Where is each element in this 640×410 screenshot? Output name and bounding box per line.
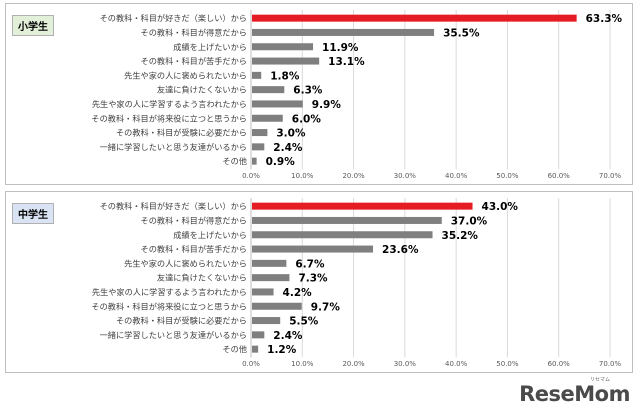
- elementary-bar: [252, 100, 303, 108]
- elementary-category-label: その教科・科目が得意だから: [141, 27, 247, 37]
- junior-high-bar: [252, 259, 287, 267]
- elementary-value-label: 0.9%: [266, 156, 296, 168]
- elementary-tick-label: 20.0%: [342, 172, 365, 180]
- logo-subtext: リセマム: [589, 377, 610, 383]
- elementary-category-label: 一緒に学習したいと思う友達がいるから: [100, 142, 247, 152]
- elementary-bar: [252, 28, 435, 36]
- junior-high-value-label: 23.6%: [382, 244, 419, 256]
- junior-high-tick-label: 70.0%: [599, 360, 622, 368]
- junior-high-bar: [252, 245, 374, 253]
- junior-high-value-label: 35.2%: [442, 230, 479, 242]
- elementary-category-label: その教科・科目が将来役に立つと思うから: [91, 113, 247, 123]
- junior-high-category-label: その教科・科目が得意だから: [141, 215, 247, 225]
- junior-high-category-label: その教科・科目が苦手だから: [141, 244, 247, 254]
- junior-high-tick-label: 40.0%: [445, 360, 468, 368]
- elementary-value-label: 6.0%: [292, 113, 322, 125]
- junior-high-value-label: 1.2%: [267, 344, 297, 356]
- elementary-value-label: 2.4%: [273, 142, 303, 154]
- elementary-category-label: 先生や家の人に褒められたいから: [124, 70, 247, 80]
- bar-chart-junior-high: その教科・科目が好きだ（楽しい）から 43.0% その教科・科目が得意だから 37.0…: [91, 198, 622, 368]
- junior-high-category-label: 成績を上げたいから: [173, 230, 247, 240]
- elementary-tick-label: 0.0%: [242, 172, 260, 180]
- junior-high-bar: [252, 302, 302, 310]
- elementary-value-label: 9.9%: [312, 99, 342, 111]
- junior-high-category-label: その教科・科目が将来役に立つと思うから: [91, 301, 247, 311]
- elementary-value-label: 63.3%: [586, 13, 623, 25]
- elementary-tick-label: 50.0%: [496, 172, 519, 180]
- bar-chart-elementary: その教科・科目が好きだ（楽しい）から 63.3% その教科・科目が得意だから 35.5…: [91, 10, 623, 180]
- junior-high-value-label: 4.2%: [283, 287, 313, 299]
- elementary-bar: [252, 57, 320, 65]
- junior-high-bar: [252, 274, 290, 282]
- junior-high-value-label: 37.0%: [451, 215, 488, 227]
- junior-high-tick-label: 0.0%: [242, 360, 260, 368]
- elementary-tick-label: 60.0%: [548, 172, 571, 180]
- junior-high-bar: [252, 288, 274, 296]
- junior-high-tick-label: 30.0%: [394, 360, 417, 368]
- junior-high-value-label: 7.3%: [298, 273, 328, 285]
- elementary-tick-label: 40.0%: [445, 172, 468, 180]
- junior-high-bar: [252, 202, 473, 210]
- junior-high-category-label: 一緒に学習したいと思う友達がいるから: [100, 330, 247, 340]
- elementary-category-label: 成績を上げたいから: [173, 42, 247, 52]
- elementary-category-label: 先生や家の人に学習するよう言われたから: [92, 99, 247, 109]
- junior-high-bar: [252, 317, 281, 325]
- elementary-category-label: その教科・科目が受験に必要だから: [116, 128, 247, 138]
- badge-elementary: 小学生: [12, 15, 54, 36]
- junior-high-tick-label: 20.0%: [342, 360, 365, 368]
- elementary-bar: [252, 114, 283, 122]
- elementary-bar: [252, 71, 262, 79]
- elementary-bar: [252, 86, 285, 94]
- elementary-value-label: 6.3%: [293, 85, 323, 97]
- junior-high-bar: [252, 345, 259, 353]
- elementary-bar: [252, 129, 268, 137]
- junior-high-category-label: その教科・科目が受験に必要だから: [116, 316, 247, 326]
- junior-high-value-label: 2.4%: [273, 330, 303, 342]
- elementary-category-label: 友達に負けたくないから: [157, 85, 247, 95]
- elementary-bar: [252, 143, 265, 151]
- junior-high-bar: [252, 216, 442, 224]
- junior-high-tick-label: 10.0%: [291, 360, 314, 368]
- elementary-value-label: 11.9%: [322, 42, 359, 54]
- elementary-bar: [252, 14, 577, 22]
- resemom-logo: ReseMom: [519, 382, 630, 406]
- elementary-bar: [252, 43, 314, 51]
- chart-panel-junior-high: 中学生 その教科・科目が好きだ（楽しい）から 43.0% その教科・科目が得意だから…: [5, 191, 633, 373]
- elementary-category-label: その他: [222, 156, 247, 166]
- elementary-value-label: 13.1%: [328, 56, 365, 68]
- elementary-value-label: 3.0%: [276, 128, 306, 140]
- junior-high-category-label: 先生や家の人に褒められたいから: [124, 258, 247, 268]
- elementary-tick-label: 70.0%: [599, 172, 622, 180]
- junior-high-value-label: 9.7%: [311, 301, 341, 313]
- junior-high-tick-label: 60.0%: [548, 360, 571, 368]
- junior-high-value-label: 5.5%: [289, 316, 319, 328]
- junior-high-value-label: 43.0%: [482, 201, 519, 213]
- junior-high-tick-label: 50.0%: [496, 360, 519, 368]
- junior-high-bar: [252, 331, 265, 339]
- elementary-bar: [252, 157, 257, 165]
- junior-high-category-label: その教科・科目が好きだ（楽しい）から: [100, 201, 247, 211]
- elementary-category-label: その教科・科目が好きだ（楽しい）から: [100, 13, 247, 23]
- junior-high-value-label: 6.7%: [295, 258, 325, 270]
- junior-high-category-label: 友達に負けたくないから: [157, 273, 247, 283]
- junior-high-bar: [252, 231, 433, 239]
- elementary-tick-label: 30.0%: [394, 172, 417, 180]
- elementary-value-label: 35.5%: [443, 27, 480, 39]
- badge-junior-high: 中学生: [12, 203, 54, 224]
- junior-high-category-label: 先生や家の人に学習するよう言われたから: [92, 287, 247, 297]
- chart-panel-elementary: 小学生 その教科・科目が好きだ（楽しい）から 63.3% その教科・科目が得意だから…: [5, 3, 633, 185]
- elementary-category-label: その教科・科目が苦手だから: [141, 56, 247, 66]
- junior-high-category-label: その他: [222, 344, 247, 354]
- elementary-tick-label: 10.0%: [291, 172, 314, 180]
- elementary-value-label: 1.8%: [270, 70, 300, 82]
